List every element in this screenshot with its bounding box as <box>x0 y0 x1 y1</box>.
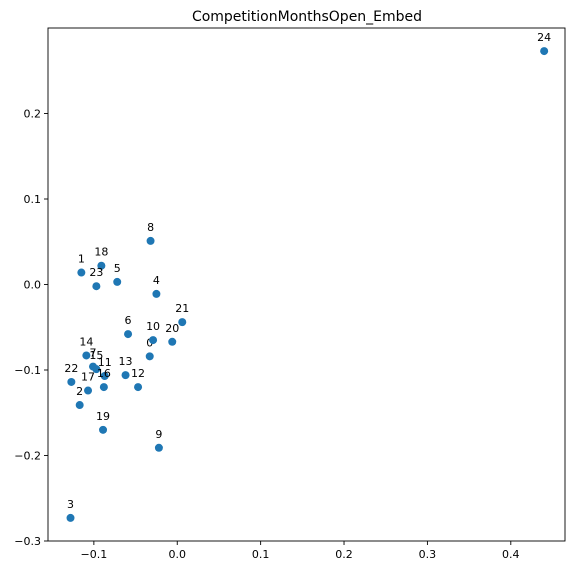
scatter-point <box>124 330 133 339</box>
y-tick-label: −0.2 <box>14 450 41 463</box>
scatter-point <box>113 277 122 286</box>
point-label: 16 <box>97 367 111 380</box>
scatter-point <box>149 336 158 345</box>
scatter-point <box>75 401 84 410</box>
scatter-point <box>121 371 130 380</box>
point-label: 23 <box>89 266 103 279</box>
point-label: 19 <box>96 410 110 423</box>
x-tick-label: 0.2 <box>335 548 353 561</box>
point-label: 13 <box>119 355 133 368</box>
point-label: 24 <box>537 31 551 44</box>
scatter-point <box>84 386 93 395</box>
scatter-point <box>99 425 108 434</box>
scatter-point <box>99 383 108 392</box>
scatter-point <box>540 47 549 56</box>
scatter-point <box>66 513 75 522</box>
point-label: 0 <box>146 336 153 349</box>
point-label: 8 <box>147 221 154 234</box>
scatter-point <box>134 383 143 392</box>
point-label: 2 <box>76 385 83 398</box>
point-label: 14 <box>79 335 93 348</box>
point-label: 20 <box>165 322 179 335</box>
point-label: 4 <box>153 274 160 287</box>
x-tick-label: −0.1 <box>81 548 108 561</box>
y-tick-label: 0.0 <box>24 279 42 292</box>
x-tick-label: 0.0 <box>169 548 187 561</box>
point-label: 18 <box>94 246 108 259</box>
y-tick-label: 0.1 <box>24 193 42 206</box>
point-label: 21 <box>175 302 189 315</box>
point-label: 15 <box>89 349 103 362</box>
scatter-point <box>92 282 101 291</box>
point-label: 22 <box>64 362 78 375</box>
scatter-point <box>168 337 177 346</box>
point-label: 6 <box>125 314 132 327</box>
y-tick-label: 0.2 <box>24 108 42 121</box>
x-tick-label: 0.1 <box>252 548 270 561</box>
point-label: 9 <box>155 428 162 441</box>
scatter-point <box>67 377 76 386</box>
scatter-point <box>154 443 163 452</box>
point-label: 5 <box>114 262 121 275</box>
scatter-point <box>77 268 86 277</box>
chart-title: CompetitionMonthsOpen_Embed <box>192 9 422 25</box>
point-label: 12 <box>131 367 145 380</box>
axes-frame <box>47 27 566 542</box>
y-tick-label: −0.3 <box>14 535 41 548</box>
point-label: 10 <box>146 320 160 333</box>
scatter-point <box>145 352 154 361</box>
point-label: 7 <box>90 347 97 360</box>
point-label: 1 <box>78 253 85 266</box>
scatter-point <box>152 289 161 298</box>
x-tick-label: 0.4 <box>502 548 520 561</box>
scatter-point <box>82 351 91 360</box>
scatter-point <box>92 365 101 374</box>
plot-area: −0.1 0.0 0.1 0.2 0.3 0.4 −0.3 −0.2 −0.1 0.0 0.1 0.2… <box>14 27 566 561</box>
point-label: 17 <box>81 371 95 384</box>
scatter-point <box>100 371 109 380</box>
y-tick-label: −0.1 <box>14 364 41 377</box>
scatter-point <box>178 318 187 327</box>
point-label: 3 <box>67 498 74 511</box>
point-label: 11 <box>98 356 112 369</box>
x-tick-label: 0.3 <box>419 548 437 561</box>
scatter-point <box>97 261 106 270</box>
scatter-point <box>146 236 155 245</box>
